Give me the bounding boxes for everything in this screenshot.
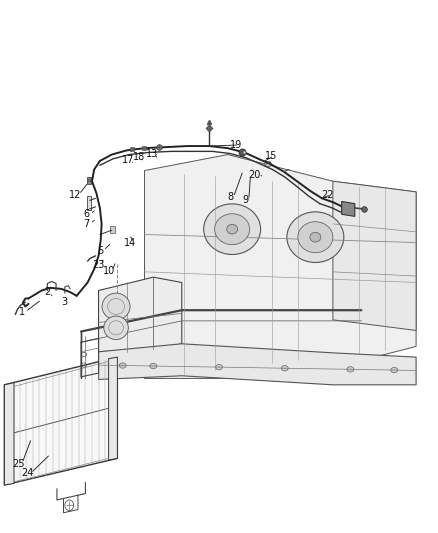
Ellipse shape bbox=[227, 224, 237, 234]
Ellipse shape bbox=[298, 222, 333, 253]
Polygon shape bbox=[342, 201, 355, 216]
Text: 19: 19 bbox=[230, 140, 242, 150]
Text: 22: 22 bbox=[321, 190, 334, 199]
Ellipse shape bbox=[215, 214, 250, 245]
Text: 20: 20 bbox=[249, 170, 261, 180]
Polygon shape bbox=[333, 181, 416, 330]
Ellipse shape bbox=[150, 364, 157, 369]
Ellipse shape bbox=[265, 161, 271, 167]
Polygon shape bbox=[4, 357, 117, 485]
Text: 18: 18 bbox=[133, 152, 145, 161]
Ellipse shape bbox=[102, 293, 130, 320]
Text: 6: 6 bbox=[84, 209, 90, 219]
Polygon shape bbox=[99, 344, 416, 385]
Text: 3: 3 bbox=[62, 297, 68, 307]
Text: 25: 25 bbox=[12, 459, 25, 469]
Text: 1: 1 bbox=[19, 307, 25, 317]
Ellipse shape bbox=[281, 366, 288, 371]
Text: 14: 14 bbox=[124, 238, 137, 247]
Bar bbox=[87, 196, 91, 210]
Bar bbox=[110, 226, 115, 233]
Polygon shape bbox=[4, 383, 14, 485]
Ellipse shape bbox=[215, 365, 223, 370]
Ellipse shape bbox=[104, 316, 128, 340]
Text: 10: 10 bbox=[102, 266, 115, 276]
Text: 12: 12 bbox=[69, 190, 81, 199]
Polygon shape bbox=[109, 357, 117, 460]
Ellipse shape bbox=[347, 367, 354, 372]
Text: 17: 17 bbox=[122, 155, 134, 165]
Ellipse shape bbox=[119, 363, 126, 368]
Polygon shape bbox=[145, 155, 416, 378]
Text: 24: 24 bbox=[21, 469, 33, 478]
Polygon shape bbox=[99, 277, 182, 352]
Ellipse shape bbox=[310, 232, 321, 242]
Ellipse shape bbox=[204, 204, 261, 255]
Text: 13: 13 bbox=[146, 149, 159, 158]
Text: 23: 23 bbox=[92, 261, 105, 270]
Text: 2: 2 bbox=[44, 287, 50, 297]
Text: 9: 9 bbox=[242, 195, 248, 205]
Text: 5: 5 bbox=[97, 246, 103, 255]
Ellipse shape bbox=[287, 212, 344, 263]
Text: 7: 7 bbox=[84, 219, 90, 229]
Text: 15: 15 bbox=[265, 151, 277, 160]
Bar bbox=[87, 177, 91, 184]
Ellipse shape bbox=[391, 367, 398, 373]
Text: 8: 8 bbox=[227, 192, 233, 202]
